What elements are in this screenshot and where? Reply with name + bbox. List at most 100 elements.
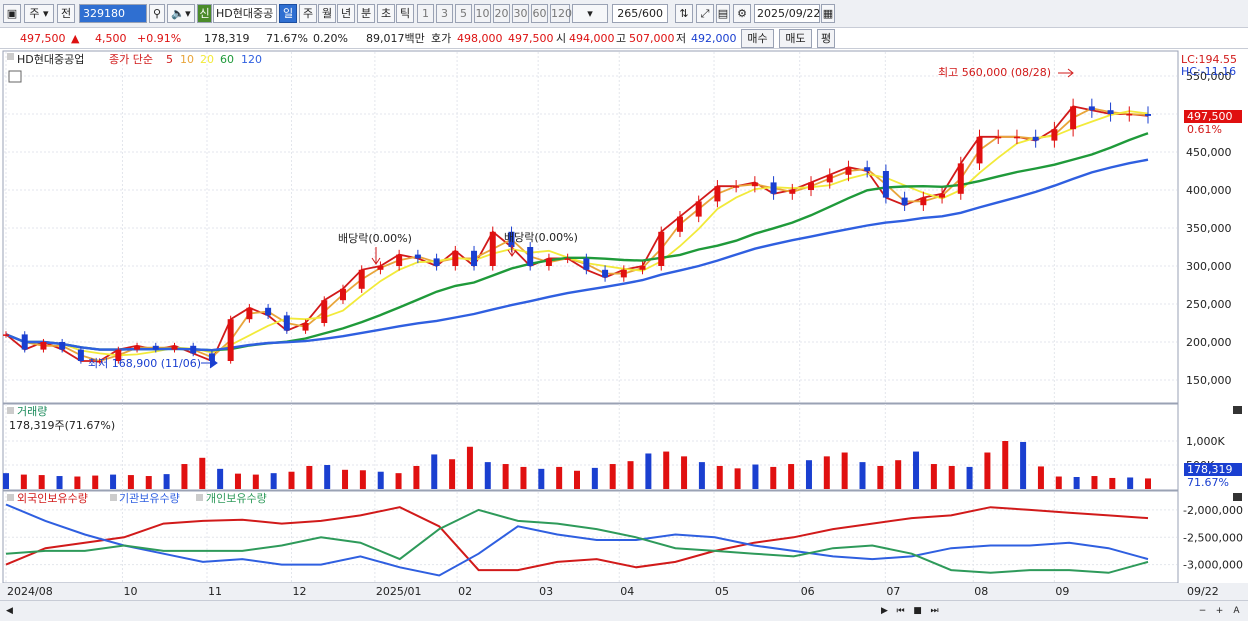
volume-bar bbox=[484, 462, 491, 489]
volume-panel-value: 178,319주(71.67%) bbox=[9, 419, 115, 432]
dividend-arrow-1-icon bbox=[371, 247, 381, 265]
draw-tool-icon[interactable]: ⤢ bbox=[696, 4, 714, 23]
zoom-in-icon[interactable]: + bbox=[1215, 606, 1224, 616]
ma-legend-60: 60 bbox=[220, 53, 234, 66]
panel-menu-icon[interactable] bbox=[7, 53, 14, 60]
price-tick-label: 300,000 bbox=[1186, 260, 1232, 273]
volume-bar bbox=[3, 473, 9, 489]
quote-bar bbox=[0, 28, 1248, 49]
chart-tool-icon[interactable]: ⇅ bbox=[675, 4, 693, 23]
scroll-first-icon[interactable]: ⏮ bbox=[896, 606, 905, 616]
x-tick-label: 10 bbox=[123, 585, 137, 598]
period-month[interactable]: 월 bbox=[318, 4, 336, 23]
custom-interval-select[interactable]: ▾ bbox=[572, 4, 608, 23]
holdings-tick-label: -2,000,000 bbox=[1183, 504, 1243, 517]
price-tick-label: 200,000 bbox=[1186, 336, 1232, 349]
chart-scrollbar[interactable]: ◀ ▶ ⏮ ■ ⏭ − + A bbox=[0, 600, 1248, 621]
table-icon[interactable] bbox=[8, 70, 22, 83]
scope-button[interactable]: 전 bbox=[57, 4, 75, 23]
save-icon[interactable]: ▤ bbox=[716, 4, 730, 23]
interval-1[interactable]: 1 bbox=[417, 4, 434, 23]
interval-3[interactable]: 3 bbox=[436, 4, 453, 23]
volume-bar bbox=[698, 462, 705, 489]
scroll-right-icon[interactable]: ▶ bbox=[881, 606, 888, 616]
period-tick[interactable]: 틱 bbox=[396, 4, 414, 23]
chart-menu-icon[interactable]: ▣ bbox=[3, 4, 21, 23]
volume-bar bbox=[413, 465, 420, 489]
current-price-tag-text: 497,500 bbox=[1187, 110, 1233, 123]
candle-body bbox=[751, 182, 758, 187]
volume-bar bbox=[895, 460, 902, 489]
candle-body bbox=[658, 231, 665, 266]
interval-60[interactable]: 60 bbox=[531, 4, 548, 23]
zoom-out-icon[interactable]: − bbox=[1198, 606, 1207, 616]
volume-panel[interactable] bbox=[2, 403, 1179, 491]
period-day[interactable]: 일 bbox=[279, 4, 297, 23]
volume-icon[interactable]: 🔈▾ bbox=[167, 4, 195, 23]
volume-bar bbox=[252, 474, 259, 489]
volume-bar bbox=[609, 464, 616, 489]
candle-body bbox=[882, 171, 889, 198]
x-tick-label: 06 bbox=[801, 585, 815, 598]
candle-body bbox=[826, 174, 833, 183]
period-second[interactable]: 초 bbox=[377, 4, 395, 23]
volume-bar bbox=[56, 476, 63, 489]
ma-legend-120: 120 bbox=[241, 53, 262, 66]
candle-body bbox=[564, 258, 571, 260]
scroll-stop-icon[interactable]: ■ bbox=[913, 606, 922, 616]
candle-body bbox=[265, 307, 272, 316]
candle-body bbox=[208, 353, 215, 361]
volume-panel-title: 거래량 bbox=[17, 405, 47, 418]
candle-body bbox=[77, 349, 84, 361]
period-year[interactable]: 년 bbox=[337, 4, 355, 23]
period-type-select[interactable]: 주 ▾ bbox=[24, 4, 54, 23]
candle-body bbox=[620, 269, 627, 278]
price-panel[interactable] bbox=[2, 50, 1179, 404]
volume-bar bbox=[1037, 466, 1044, 489]
volume-bar bbox=[574, 470, 580, 489]
dividend-arrow-2-icon bbox=[507, 245, 517, 257]
sell-button[interactable]: 매도 bbox=[779, 29, 812, 48]
volume-bar bbox=[841, 452, 848, 489]
volume-panel-close-icon[interactable] bbox=[1233, 406, 1242, 414]
candle-body bbox=[714, 186, 721, 202]
calendar-icon[interactable]: ▦ bbox=[821, 4, 835, 23]
holdings-panel[interactable] bbox=[2, 490, 1179, 584]
low-label: 저 bbox=[676, 32, 687, 45]
text-tool-icon[interactable]: A bbox=[1233, 606, 1240, 616]
buy-button[interactable]: 매수 bbox=[741, 29, 774, 48]
scroll-last-icon[interactable]: ⏭ bbox=[930, 606, 939, 616]
interval-120[interactable]: 120 bbox=[550, 4, 572, 23]
interval-5[interactable]: 5 bbox=[455, 4, 472, 23]
dividend-annotation-1: 배당락(0.00%) bbox=[338, 232, 412, 245]
candle-body bbox=[190, 345, 197, 354]
open-price: 494,000 bbox=[569, 32, 615, 45]
interval-30[interactable]: 30 bbox=[512, 4, 529, 23]
holdings-panel-menu-icon[interactable] bbox=[7, 494, 14, 501]
x-tick-label: 2025/01 bbox=[376, 585, 422, 598]
volume-bar bbox=[734, 468, 741, 489]
volume-panel-menu-icon[interactable] bbox=[7, 407, 14, 414]
candle-body bbox=[695, 201, 702, 217]
scroll-left-icon[interactable]: ◀ bbox=[6, 606, 13, 616]
volume-bar bbox=[913, 451, 920, 489]
interval-10[interactable]: 10 bbox=[474, 4, 491, 23]
interval-20[interactable]: 20 bbox=[493, 4, 510, 23]
date-field[interactable]: 2025/09/22 bbox=[754, 4, 820, 23]
low-annotation: 최저 168,900 (11/06) bbox=[88, 357, 201, 370]
stock-code-input[interactable]: 329180 bbox=[79, 4, 147, 23]
candle-body bbox=[1126, 114, 1133, 116]
holdings-tick-label: -3,000,000 bbox=[1183, 559, 1243, 572]
eval-button[interactable]: 평 bbox=[817, 29, 835, 48]
volume-bar bbox=[1020, 441, 1027, 489]
candle-body bbox=[995, 136, 1002, 139]
search-icon[interactable]: ⚲ bbox=[149, 4, 165, 23]
bar-count-field[interactable]: 265/600 bbox=[612, 4, 668, 23]
gear-icon[interactable]: ⚙ bbox=[733, 4, 751, 23]
period-minute[interactable]: 분 bbox=[357, 4, 375, 23]
period-week[interactable]: 주 bbox=[299, 4, 317, 23]
holdings-panel-close-icon[interactable] bbox=[1233, 493, 1242, 501]
volume-bar bbox=[163, 474, 170, 489]
x-tick-label: 08 bbox=[974, 585, 988, 598]
stock-chart[interactable]: 550,000500,000450,000400,000350,000300,0… bbox=[0, 49, 1248, 600]
